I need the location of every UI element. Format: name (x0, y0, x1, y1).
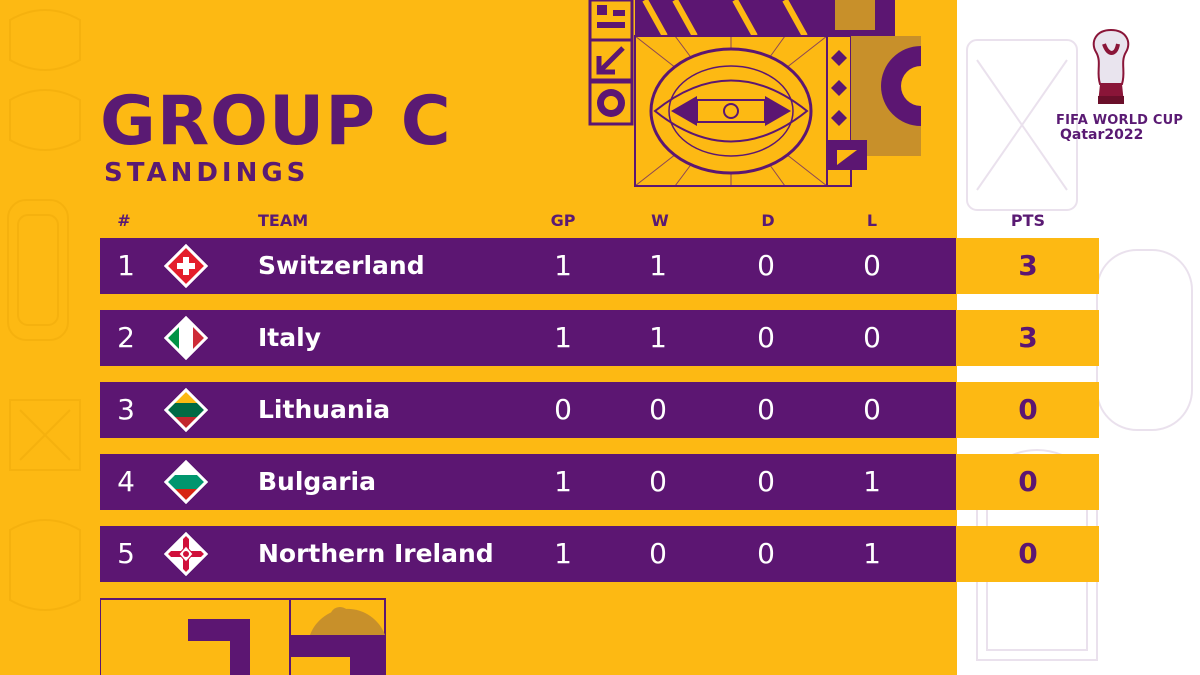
gp-cell: 1 (554, 321, 572, 354)
header-d: D (761, 211, 775, 230)
header-team: TEAM (258, 211, 309, 230)
table-row: 2 Italy 1 1 0 0 (100, 310, 956, 366)
bottom-artwork (100, 598, 386, 675)
header-w: W (651, 211, 669, 230)
logo-title: FIFA WORLD CUP (1056, 113, 1184, 128)
rank-cell: 3 (117, 393, 135, 426)
l-cell: 1 (863, 537, 881, 570)
l-cell: 0 (863, 249, 881, 282)
table-row: 5 Northern Ireland 1 0 0 1 (100, 526, 956, 582)
header-l: L (866, 211, 878, 230)
header-gp: GP (550, 211, 576, 230)
table-row: 4 Bulgaria 1 0 0 1 (100, 454, 956, 510)
d-cell: 0 (757, 465, 775, 498)
northern-ireland-flag-icon (164, 532, 208, 576)
team-name: Italy (258, 323, 321, 352)
pts-cell: 0 (957, 454, 1099, 510)
team-name: Lithuania (258, 395, 391, 424)
table-row: 1 Switzerland 1 1 0 0 (100, 238, 956, 294)
logo-subtitle: Qatar2022 (1060, 127, 1144, 143)
switzerland-flag-icon (164, 244, 208, 288)
d-cell: 0 (757, 393, 775, 426)
w-cell: 1 (649, 249, 667, 282)
w-cell: 0 (649, 465, 667, 498)
bulgaria-flag-icon (164, 460, 208, 504)
stadium-artwork (588, 0, 921, 187)
d-cell: 0 (757, 537, 775, 570)
rank-cell: 5 (117, 537, 135, 570)
rank-cell: 1 (117, 249, 135, 282)
header-rank: # (117, 211, 131, 230)
w-cell: 1 (649, 321, 667, 354)
pts-value: 3 (1018, 249, 1038, 282)
lithuania-flag-icon (164, 388, 208, 432)
l-cell: 0 (863, 321, 881, 354)
team-name: Switzerland (258, 251, 425, 280)
decorative-pattern-left (7, 9, 81, 611)
gp-cell: 1 (554, 465, 572, 498)
header-pts: PTS (1010, 211, 1046, 230)
gp-cell: 1 (554, 537, 572, 570)
pts-cell: 0 (957, 382, 1099, 438)
italy-flag-icon (164, 316, 208, 360)
gp-cell: 0 (554, 393, 572, 426)
rank-cell: 4 (117, 465, 135, 498)
page-title: GROUP C (100, 82, 452, 161)
table-row: 3 Lithuania 0 0 0 0 (100, 382, 956, 438)
team-name: Bulgaria (258, 467, 376, 496)
team-name: Northern Ireland (258, 539, 494, 568)
w-cell: 0 (649, 393, 667, 426)
pts-cell: 0 (957, 526, 1099, 582)
gp-cell: 1 (554, 249, 572, 282)
pts-value: 0 (1018, 537, 1038, 570)
pts-value: 0 (1018, 465, 1038, 498)
d-cell: 0 (757, 249, 775, 282)
pts-value: 3 (1018, 321, 1038, 354)
l-cell: 0 (863, 393, 881, 426)
w-cell: 0 (649, 537, 667, 570)
rank-cell: 2 (117, 321, 135, 354)
pts-cell: 3 (957, 238, 1099, 294)
world-cup-trophy-icon (1092, 28, 1130, 104)
page-subtitle: STANDINGS (104, 158, 310, 188)
pts-value: 0 (1018, 393, 1038, 426)
d-cell: 0 (757, 321, 775, 354)
l-cell: 1 (863, 465, 881, 498)
pts-cell: 3 (957, 310, 1099, 366)
